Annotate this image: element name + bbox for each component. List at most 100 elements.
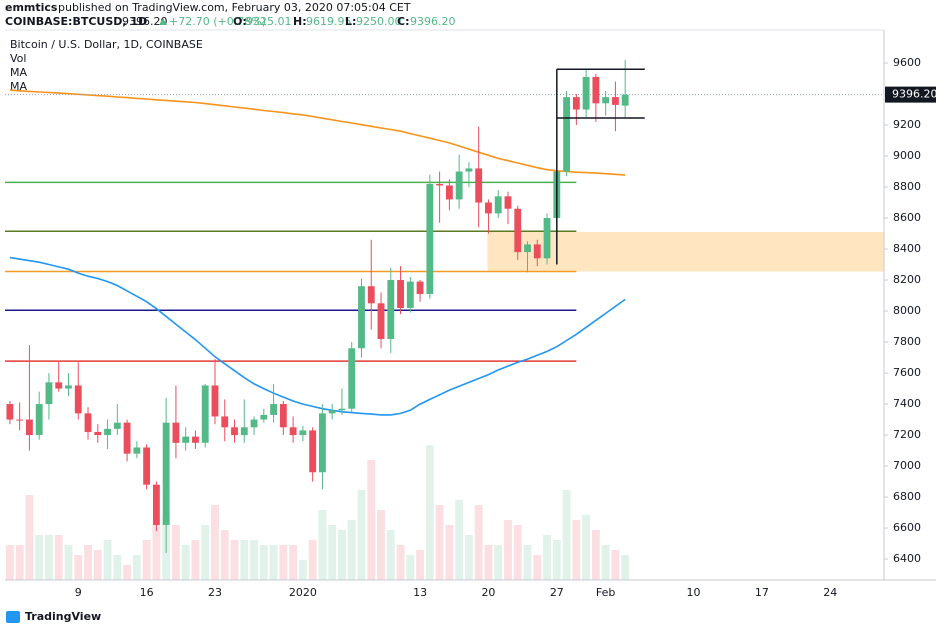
y-tick-label: 8600 — [893, 211, 921, 224]
volume-bar — [250, 540, 258, 580]
price-label-box — [885, 86, 936, 103]
volume-bar — [552, 540, 561, 580]
volume-bar — [269, 545, 278, 580]
volume-bar — [484, 545, 493, 580]
volume-bar — [191, 540, 200, 580]
x-tick-label: 20 — [481, 586, 495, 599]
ohlc-value: 9325.01 — [246, 15, 292, 28]
volume-bar — [455, 500, 464, 580]
volume-bar — [84, 545, 92, 580]
candle-body — [211, 385, 219, 417]
volume-bar — [230, 540, 239, 580]
candle-body — [406, 281, 414, 308]
volume-bar — [152, 525, 161, 580]
candle-body — [299, 430, 307, 436]
candle-body — [84, 413, 92, 432]
x-tick-label: 27 — [550, 586, 564, 599]
volume-bar — [367, 460, 376, 580]
candle-body — [445, 185, 453, 200]
candle-body — [192, 436, 199, 443]
volume-bar — [113, 555, 122, 580]
volume-bar — [328, 525, 337, 580]
candle-body — [250, 419, 258, 428]
moving-average — [9, 89, 626, 176]
volume-bar — [445, 525, 454, 580]
x-tick-label: 16 — [140, 586, 154, 599]
y-tick-label: 8200 — [893, 273, 921, 286]
y-tick-label: 9600 — [893, 56, 921, 69]
candle-body — [318, 413, 326, 473]
volume-bar — [45, 535, 53, 580]
y-tick-label: 6400 — [893, 552, 921, 565]
volume-bar — [601, 545, 610, 580]
y-tick-label: 6800 — [893, 490, 921, 503]
volume-bar — [416, 550, 424, 580]
candle-body — [436, 183, 444, 186]
volume-bar — [298, 560, 307, 580]
candle-body — [16, 419, 24, 421]
ohlc-label: L: — [345, 15, 356, 28]
x-tick-label: 9 — [75, 586, 82, 599]
up-arrow — [159, 18, 167, 25]
volume-bar — [123, 565, 131, 580]
volume-bar — [425, 445, 434, 580]
volume-bar — [504, 520, 512, 580]
brand: TradingView — [25, 610, 101, 623]
candle-body — [367, 286, 375, 304]
volume-bar — [513, 525, 522, 580]
candle-body — [309, 430, 317, 473]
x-tick-label: 10 — [687, 586, 701, 599]
volume-bar — [279, 545, 288, 580]
y-tick-label: 9000 — [893, 149, 921, 162]
candle-body — [397, 280, 404, 308]
volume-bar — [347, 520, 356, 580]
volume-bar — [582, 515, 591, 580]
candle-body — [358, 286, 365, 349]
candle-body — [592, 76, 600, 104]
legend-ma: MA — [10, 66, 27, 79]
candle-body — [611, 97, 619, 105]
y-tick-label: 7000 — [893, 459, 921, 472]
candle-body — [475, 168, 483, 203]
volume-bar — [562, 490, 571, 580]
author: emmtics — [5, 1, 58, 14]
volume-bar — [494, 545, 503, 580]
volume-bar — [474, 505, 483, 580]
volume-bar — [591, 530, 600, 580]
candle-body — [123, 422, 131, 454]
ohlc-value: 9619.95 — [306, 15, 352, 28]
volume-bar — [377, 510, 385, 580]
volume-bar — [406, 555, 415, 580]
candle-body — [387, 280, 395, 339]
volume-bar — [5, 545, 14, 580]
volume-bar — [435, 505, 444, 580]
candle-body — [494, 196, 502, 214]
volume-bar — [533, 555, 542, 580]
candle-body — [55, 382, 63, 389]
candle-body — [94, 431, 102, 436]
volume-bar — [289, 545, 298, 580]
volume-bar — [142, 540, 151, 580]
candle-body — [270, 404, 278, 415]
candle-body — [563, 97, 571, 172]
candle-body — [152, 484, 160, 525]
volume-bar — [74, 555, 83, 580]
y-tick-label: 7200 — [893, 428, 921, 441]
candle-body — [35, 404, 43, 436]
change: +72.70 (+0.78%) — [169, 15, 266, 28]
candle-body — [289, 427, 297, 436]
volume-bar — [25, 495, 34, 580]
published: published on TradingView.com, February 0… — [58, 1, 411, 14]
volume-bar — [103, 540, 112, 580]
volume-bar — [308, 540, 317, 580]
symbol: COINBASE:BTCUSD, 1D — [5, 15, 147, 28]
volume-bar — [54, 535, 63, 580]
y-tick-label: 8000 — [893, 304, 921, 317]
candle-body — [524, 244, 531, 253]
candle-body — [74, 385, 82, 414]
x-tick-label: 2020 — [289, 586, 317, 599]
volume-bar — [338, 530, 346, 580]
volume-bar — [465, 535, 473, 580]
volume-bar — [523, 545, 532, 580]
volume-bar — [172, 525, 180, 580]
